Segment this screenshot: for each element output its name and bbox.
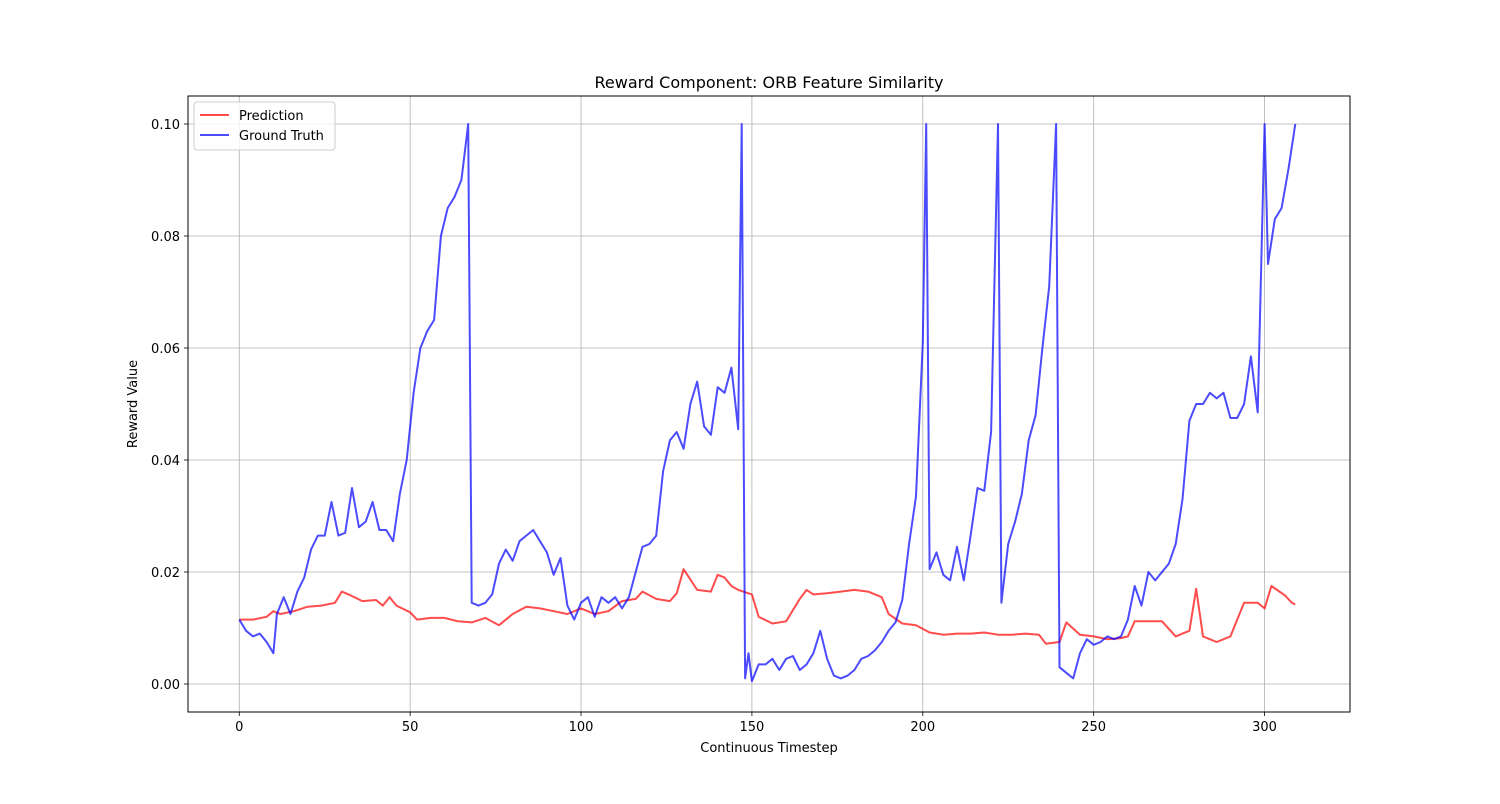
x-tick-label: 0 [235,720,243,735]
legend: Prediction Ground Truth [193,101,336,151]
x-tick-label: 200 [910,720,935,735]
y-tick-label: 0.00 [151,678,180,693]
y-axis-label: Reward Value [126,360,141,448]
axis-ticks: 0 50 100 150 200 250 300 0.00 0.02 0.04 0.06 0.08 0.… [151,118,1277,735]
x-axis-label: Continuous Timestep [700,741,838,756]
y-tick-label: 0.08 [151,230,180,245]
legend-label-prediction: Prediction [239,109,304,124]
legend-label-ground-truth: Ground Truth [239,129,324,144]
x-tick-label: 100 [569,720,594,735]
axes-frame [187,95,1351,713]
plot-area [238,123,1297,683]
y-tick-label: 0.02 [151,566,180,581]
legend-box [193,101,336,151]
x-tick-label: 50 [402,720,419,735]
x-tick-label: 300 [1252,720,1277,735]
y-tick-label: 0.04 [151,454,180,469]
x-tick-label: 150 [739,720,764,735]
y-tick-label: 0.06 [151,342,180,357]
series-line-prediction [239,568,1296,645]
series-line-ground-truth [238,123,1297,683]
x-tick-label: 250 [1081,720,1106,735]
grid-lines [188,96,1350,712]
y-tick-label: 0.10 [151,118,180,133]
chart-title: Reward Component: ORB Feature Similarity [594,73,943,92]
